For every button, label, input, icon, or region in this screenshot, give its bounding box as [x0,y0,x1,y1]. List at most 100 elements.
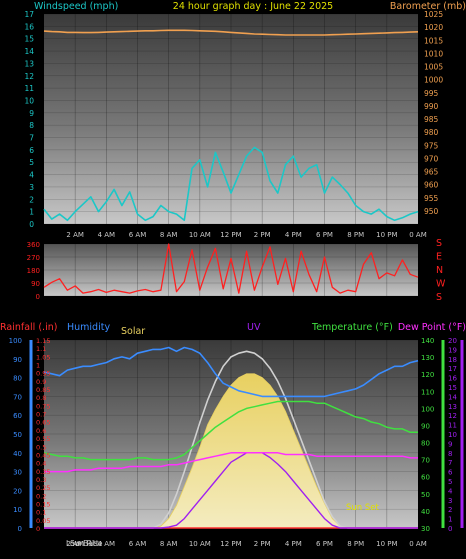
rain-tick-label: 0.55 [36,435,50,443]
rain-tick-label: 0.75 [36,402,50,410]
uv-tick-label: 11 [448,422,457,430]
rain-tick-label: 0.35 [36,468,50,476]
uv-tick-label: 12 [448,412,457,420]
uv-tick-label: 20 [448,337,457,345]
wind-x-tick-label: 8 AM [160,231,178,239]
rain-tick-label: 0.05 [36,517,50,525]
wind-tick-label: 5 [29,158,34,167]
uv-tick-label: 16 [448,375,457,383]
uv-tick-label: 6 [448,469,453,477]
rain-tick-label: 0.15 [36,500,50,508]
dewpoint-axis-title: Dew Point (°F) [398,322,466,333]
wind-axis-title: Windspeed (mph) [34,1,118,12]
rain-tick-label: 0.1 [36,509,46,517]
rain-tick-label: 0.85 [36,386,50,394]
rain-tick-label: 1.15 [36,337,50,345]
combo-x-tick-label: 8 PM [347,540,364,548]
wind-x-tick-label: 4 AM [98,231,116,239]
uv-tick-label: 18 [448,356,457,364]
barometer-line [43,29,419,36]
combo-x-tick-label: 6 AM [129,540,147,548]
wind-x-tick-label: 2 PM [254,231,271,239]
humidity-tick-label: 40 [13,450,22,458]
combo-x-tick-label: 2 PM [254,540,271,548]
wind-tick-label: 3 [29,183,34,192]
dir-tick-label: 360 [27,241,40,249]
compass-label: E [436,252,442,263]
wind-x-tick-label: 0 AM [409,231,427,239]
baro-tick-label: 995 [424,89,439,98]
wind-direction-line [43,243,419,294]
baro-tick-label: 965 [424,168,439,177]
humidity-tick-label: 70 [13,393,22,401]
wind-tick-label: 11 [24,84,34,93]
wind-tick-label: 13 [24,59,34,68]
combo-x-tick-label: 12 PM [220,540,241,548]
rain-tick-label: 0.5 [36,443,46,451]
wind-x-tick-label: 6 PM [316,231,333,239]
humidity-tick-label: 50 [13,431,22,439]
temp-tick-label: 100 [421,405,434,413]
uv-tick-label: 0 [448,525,452,533]
uv-tick-label: 15 [448,384,457,392]
temp-tick-label: 30 [421,525,430,533]
combo-x-tick-label: 8 AM [160,540,178,548]
baro-tick-label: 1020 [424,23,443,32]
wind-x-tick-label: 8 PM [347,231,364,239]
temp-tick-label: 80 [421,440,430,448]
baro-tick-label: 975 [424,141,439,150]
wind-x-tick-label: 6 AM [129,231,147,239]
temp-tick-label: 90 [421,422,430,430]
rain-tick-label: 0.6 [36,427,46,435]
wind-tick-label: 4 [29,171,34,180]
uv-tick-label: 19 [448,346,457,354]
wind-x-tick-label: 10 PM [376,231,397,239]
wind-x-tick-label: 12 PM [220,231,241,239]
sunset-annotation: Sun Set [346,503,379,513]
baro-tick-label: 990 [424,102,439,111]
dir-tick-label: 180 [27,267,40,275]
wind-tick-label: 9 [29,109,34,118]
rain-tick-label: 0.2 [36,492,46,500]
baro-tick-label: 955 [424,194,439,203]
humidity-tick-label: 10 [13,506,22,514]
temp-tick-label: 50 [421,491,430,499]
wind-tick-label: 0 [29,220,34,229]
baro-axis-title: Barometer (mb) [390,1,466,12]
baro-tick-label: 980 [424,128,439,137]
low-batt-marker: Low Batt [66,539,99,548]
rain-tick-label: 0.95 [36,370,50,378]
uv-tick-label: 7 [448,459,452,467]
wind-tick-label: 8 [29,121,34,130]
uv-tick-label: 8 [448,450,452,458]
uv-tick-label: 2 [448,506,452,514]
humidity-tick-label: 100 [9,337,22,345]
compass-label: N [436,265,443,276]
baro-tick-label: 960 [424,181,439,190]
rain-tick-label: 0.9 [36,378,46,386]
solar-axis-title: Solar [121,326,145,337]
combo-x-tick-label: 10 AM [189,540,211,548]
combo-x-tick-label: 2 AM [66,540,84,548]
direction-plot-area [44,244,418,296]
combo-x-tick-label: 10 PM [376,540,397,548]
temp-tick-label: 60 [421,474,430,482]
dir-tick-label: 90 [31,280,40,288]
temp-tick-label: 110 [421,388,434,396]
wind-tick-label: 14 [24,47,34,56]
uv-tick-label: 5 [448,478,452,486]
combo-x-tick-label: 4 PM [285,540,302,548]
baro-tick-label: 985 [424,115,439,124]
temp-tick-label: 130 [421,354,434,362]
rain-axis-title: Rainfall (.in) [0,322,57,333]
wind-tick-label: 17 [24,10,34,19]
compass-label: S [436,238,442,249]
wind-tick-label: 15 [24,35,34,44]
dir-tick-label: 0 [36,293,40,301]
wind-x-tick-label: 10 AM [189,231,211,239]
temp-tick-label: 120 [421,371,434,379]
rain-tick-label: 0.25 [36,484,50,492]
rain-tick-label: 1.1 [36,345,46,353]
uv-tick-label: 1 [448,516,452,524]
